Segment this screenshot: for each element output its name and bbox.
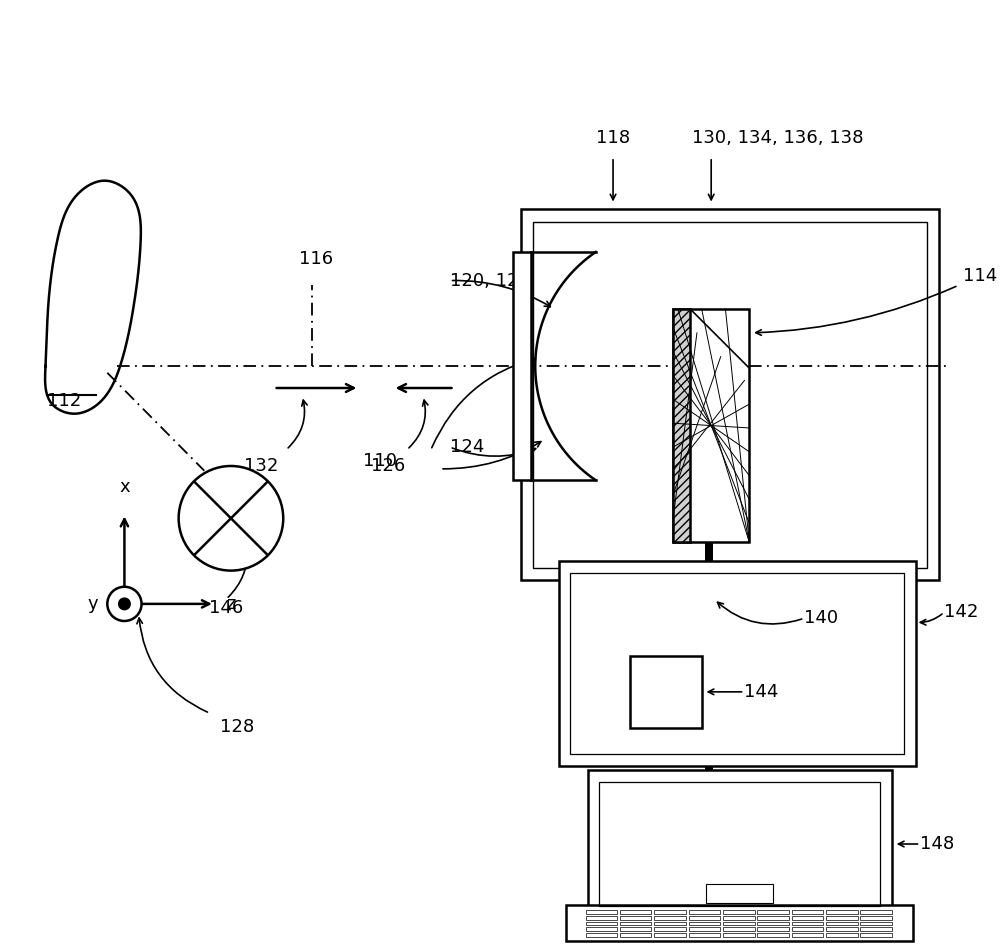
Bar: [586, 927, 617, 931]
Bar: [705, 766, 713, 842]
Bar: [570, 573, 904, 754]
Text: 124: 124: [450, 438, 484, 456]
Text: x: x: [119, 478, 130, 496]
Text: 112: 112: [47, 392, 82, 410]
Bar: [586, 933, 617, 937]
Bar: [757, 910, 789, 914]
Bar: [826, 910, 858, 914]
Bar: [630, 656, 702, 728]
Text: 140: 140: [804, 610, 839, 627]
Text: 130, 134, 136, 138: 130, 134, 136, 138: [692, 129, 864, 147]
Circle shape: [118, 597, 131, 611]
Text: 114: 114: [963, 267, 997, 284]
Bar: [689, 916, 720, 920]
Bar: [792, 933, 823, 937]
Bar: [860, 910, 892, 914]
Bar: [588, 770, 892, 918]
Bar: [689, 910, 720, 914]
Bar: [673, 309, 749, 542]
Text: 116: 116: [299, 250, 334, 268]
Text: z: z: [226, 595, 236, 612]
Bar: [706, 884, 773, 903]
Bar: [566, 905, 913, 941]
Bar: [757, 927, 789, 931]
Text: 148: 148: [920, 835, 955, 853]
Bar: [521, 209, 939, 580]
Bar: [513, 252, 531, 480]
Bar: [723, 922, 755, 925]
Bar: [533, 222, 927, 568]
Circle shape: [179, 466, 283, 571]
Bar: [689, 933, 720, 937]
Bar: [723, 916, 755, 920]
Bar: [620, 910, 651, 914]
Text: 142: 142: [944, 603, 979, 621]
Bar: [723, 933, 755, 937]
Bar: [757, 916, 789, 920]
Text: 120, 122: 120, 122: [450, 272, 530, 289]
Bar: [757, 933, 789, 937]
Text: 128: 128: [220, 718, 254, 736]
Bar: [673, 309, 690, 542]
Text: 126: 126: [371, 457, 405, 476]
Bar: [826, 922, 858, 925]
Bar: [705, 542, 713, 666]
Bar: [654, 910, 686, 914]
Bar: [860, 916, 892, 920]
Bar: [792, 922, 823, 925]
Bar: [860, 922, 892, 925]
Text: 132: 132: [244, 457, 279, 476]
Bar: [586, 910, 617, 914]
Bar: [559, 561, 916, 766]
Bar: [826, 933, 858, 937]
Bar: [792, 927, 823, 931]
Bar: [654, 933, 686, 937]
Bar: [689, 927, 720, 931]
Bar: [792, 916, 823, 920]
Text: 144: 144: [744, 683, 779, 701]
Circle shape: [107, 587, 142, 621]
Bar: [860, 927, 892, 931]
Bar: [654, 916, 686, 920]
Bar: [792, 910, 823, 914]
Bar: [586, 922, 617, 925]
Bar: [757, 922, 789, 925]
Bar: [860, 933, 892, 937]
Bar: [826, 916, 858, 920]
Text: 118: 118: [596, 129, 630, 147]
Bar: [689, 922, 720, 925]
Bar: [654, 922, 686, 925]
Bar: [723, 927, 755, 931]
Bar: [620, 922, 651, 925]
Bar: [599, 782, 880, 906]
Bar: [826, 927, 858, 931]
Bar: [586, 916, 617, 920]
Text: Z: Z: [660, 683, 672, 701]
Bar: [620, 916, 651, 920]
Text: 110: 110: [363, 453, 397, 471]
Bar: [620, 933, 651, 937]
Bar: [654, 927, 686, 931]
Text: 146: 146: [209, 599, 243, 617]
Bar: [723, 910, 755, 914]
Text: y: y: [87, 595, 98, 612]
Bar: [620, 927, 651, 931]
